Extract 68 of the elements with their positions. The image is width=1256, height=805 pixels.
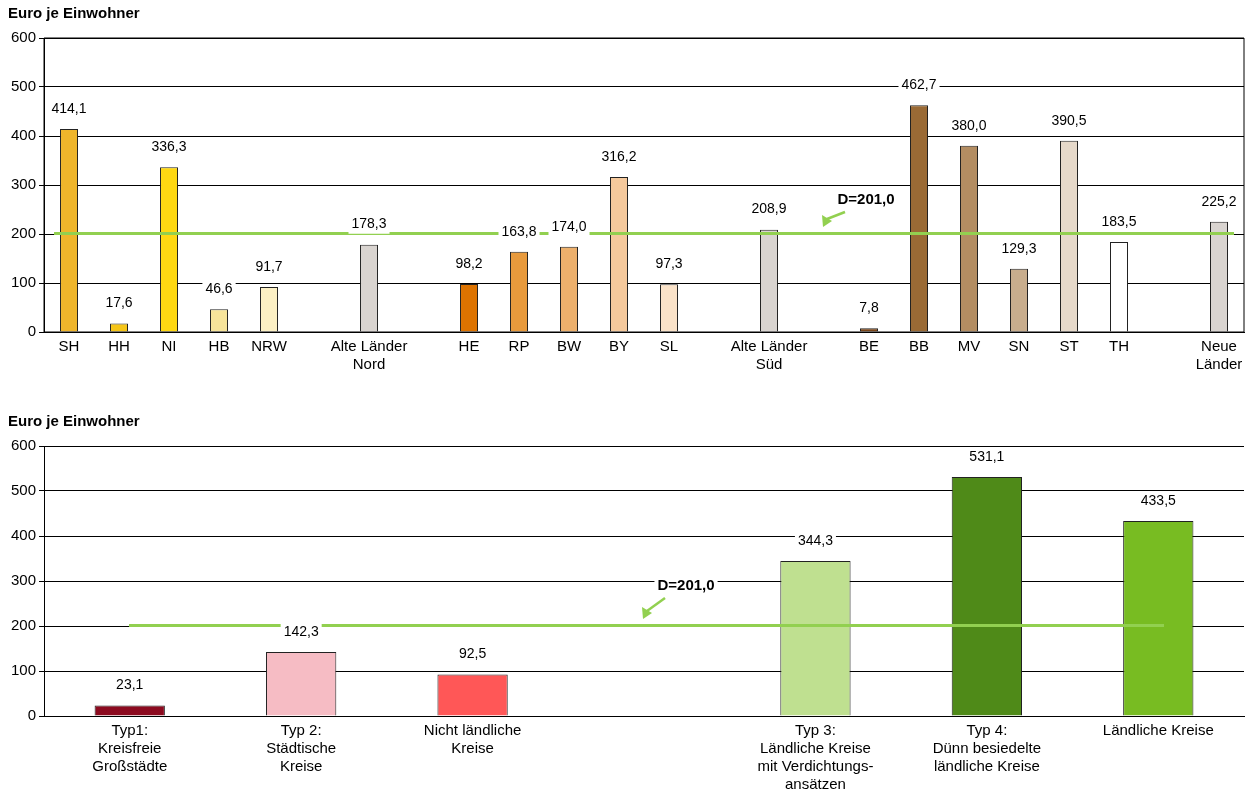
y-tick-label: 400 bbox=[11, 526, 37, 544]
data-label: 390,5 bbox=[1051, 111, 1087, 128]
data-label: 414,1 bbox=[51, 99, 87, 116]
y-axis-title: Euro je Einwohner bbox=[8, 412, 140, 429]
data-label: 380,0 bbox=[951, 116, 987, 133]
data-label: 344,3 bbox=[797, 531, 834, 548]
x-tick-label: HB bbox=[208, 337, 230, 355]
data-label: 178,3 bbox=[351, 215, 387, 232]
data-label: 129,3 bbox=[1001, 239, 1037, 256]
x-tick-label: MV bbox=[957, 337, 981, 355]
x-tick-label: NI bbox=[161, 337, 177, 355]
data-label: 462,7 bbox=[901, 76, 937, 93]
data-label: 225,2 bbox=[1201, 192, 1237, 209]
x-tick-label: Nicht ländliche Kreise bbox=[423, 721, 522, 757]
data-label: 7,8 bbox=[859, 299, 879, 316]
x-tick-label: SN bbox=[1008, 337, 1030, 355]
data-label: 174,0 bbox=[551, 217, 587, 234]
y-tick-label: 100 bbox=[11, 661, 37, 679]
x-tick-label: Neue Länder bbox=[1195, 337, 1243, 373]
x-tick-label: Alte Länder Süd bbox=[730, 337, 808, 373]
data-label: 91,7 bbox=[255, 257, 283, 274]
y-tick-label: 300 bbox=[11, 175, 37, 193]
data-label: 433,5 bbox=[1140, 491, 1177, 508]
y-tick-label: 500 bbox=[11, 481, 37, 499]
x-tick-label: BE bbox=[859, 337, 880, 355]
x-tick-label: NRW bbox=[251, 337, 288, 355]
x-tick-label: Typ 2: Städtische Kreise bbox=[266, 721, 337, 775]
y-tick-label: 100 bbox=[11, 273, 37, 291]
x-tick-label: BB bbox=[909, 337, 930, 355]
x-tick-label: BY bbox=[609, 337, 630, 355]
data-label: 531,1 bbox=[969, 447, 1005, 464]
y-tick-label: 500 bbox=[11, 77, 37, 95]
y-tick-label: 600 bbox=[11, 436, 37, 454]
y-axis-title: Euro je Einwohner bbox=[8, 4, 140, 21]
y-tick-label: 0 bbox=[27, 706, 37, 724]
x-tick-label: RP bbox=[508, 337, 530, 355]
y-tick-label: 400 bbox=[11, 126, 37, 144]
x-tick-label: Typ1: Kreisfreie Großstädte bbox=[92, 721, 168, 775]
x-tick-label: Typ 4: Dünn besiedelte ländliche Kreise bbox=[932, 721, 1042, 775]
x-tick-label: SL bbox=[659, 337, 679, 355]
data-label: 97,3 bbox=[655, 255, 683, 272]
data-label: 163,8 bbox=[501, 222, 537, 239]
y-tick-label: 200 bbox=[11, 224, 37, 242]
x-tick-label: Ländliche Kreise bbox=[1102, 721, 1214, 739]
x-tick-label: ST bbox=[1059, 337, 1079, 355]
data-label: 98,2 bbox=[455, 254, 483, 271]
y-tick-label: 600 bbox=[11, 28, 37, 46]
y-tick-label: 300 bbox=[11, 571, 37, 589]
x-tick-label: Alte Länder Nord bbox=[330, 337, 408, 373]
x-tick-label: TH bbox=[1109, 337, 1129, 355]
data-label: 336,3 bbox=[151, 138, 187, 155]
x-tick-label: BW bbox=[556, 337, 582, 355]
ref-line-label: D=201,0 bbox=[657, 575, 715, 593]
x-tick-label: HH bbox=[108, 337, 130, 355]
data-label: 46,6 bbox=[205, 280, 233, 297]
data-label: 183,5 bbox=[1101, 212, 1137, 229]
data-label: 316,2 bbox=[601, 147, 637, 164]
data-label: 208,9 bbox=[751, 200, 787, 217]
y-tick-label: 200 bbox=[11, 616, 37, 634]
x-tick-label: SH bbox=[58, 337, 80, 355]
ref-line-label: D=201,0 bbox=[837, 189, 895, 207]
y-tick-label: 0 bbox=[27, 322, 37, 340]
data-label: 92,5 bbox=[458, 645, 487, 662]
data-label: 17,6 bbox=[105, 294, 133, 311]
data-label: 142,3 bbox=[283, 622, 319, 639]
x-tick-label: Typ 3: Ländliche Kreise mit Verdichtungs- ansätzen bbox=[757, 721, 874, 793]
data-label: 23,1 bbox=[116, 676, 144, 693]
x-tick-label: HE bbox=[458, 337, 480, 355]
